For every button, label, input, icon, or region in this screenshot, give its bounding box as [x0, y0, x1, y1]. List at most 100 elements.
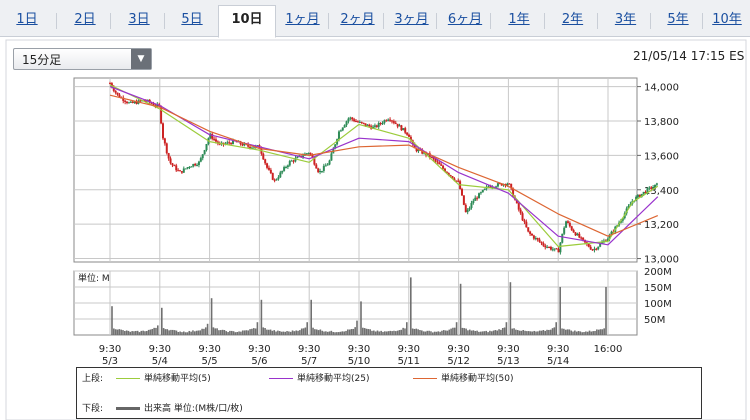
candle-body [506, 183, 509, 186]
candle-body [171, 163, 174, 166]
volume-unit-label: 単位: M [78, 272, 110, 284]
candle-body [389, 119, 392, 121]
candle-body [241, 144, 244, 146]
volume-bar [277, 330, 279, 335]
candle-body [445, 171, 448, 174]
volume-bar [483, 331, 486, 335]
price-panel-frame [73, 77, 638, 263]
candle-body [152, 103, 155, 106]
candle-body [610, 231, 613, 235]
tab-0[interactable]: 1日 [16, 12, 38, 27]
interval-select-value: 15分足 [22, 53, 62, 67]
volume-bar [173, 330, 176, 335]
volume-bar [380, 330, 382, 335]
candle-body [167, 153, 170, 159]
volume-bar [437, 331, 440, 335]
volume-bar [446, 330, 449, 335]
volume-bar [453, 327, 456, 335]
candle-body [249, 146, 252, 149]
candle-body [654, 184, 657, 188]
volume-bar [428, 330, 430, 335]
volume-bar [452, 327, 454, 335]
interval-select[interactable]: 15分足 ▼ [13, 48, 152, 70]
candle-body [165, 143, 168, 154]
volume-bar [125, 330, 128, 335]
tab-6[interactable]: 2ヶ月 [340, 12, 375, 27]
tab-5[interactable]: 1ヶ月 [285, 12, 320, 27]
candle-body [131, 101, 134, 103]
volume-bar [581, 332, 583, 335]
candle-body [307, 152, 310, 154]
legend-volume-label: 出来高 単位:(M株/口/枚) [144, 404, 243, 414]
volume-bar [481, 331, 484, 335]
volume-bar [594, 330, 596, 335]
tab-11[interactable]: 3年 [614, 12, 637, 27]
volume-bar [382, 331, 384, 335]
candle-body [563, 227, 566, 234]
tab-separator [490, 13, 491, 29]
tab-8[interactable]: 6ヶ月 [447, 12, 483, 27]
volume-bar [124, 331, 126, 335]
candle-body [561, 233, 564, 243]
tab-1[interactable]: 2日 [74, 12, 96, 27]
x-tick-time-label: 9:30 [198, 344, 220, 355]
candle-body [650, 187, 653, 189]
candle-body [186, 167, 189, 169]
candle-body [544, 245, 547, 248]
volume-bar [223, 330, 226, 335]
tab-9[interactable]: 1年 [508, 12, 530, 27]
candle-body [273, 179, 276, 181]
tab-7[interactable]: 3ヶ月 [394, 12, 429, 27]
volume-bar [210, 298, 213, 335]
volume-bar [184, 332, 187, 335]
candle-body [470, 202, 473, 208]
volume-bar [411, 328, 414, 335]
volume-bar [422, 331, 425, 335]
volume-bar [149, 329, 152, 335]
candle-body [529, 231, 532, 234]
candle-body [548, 246, 551, 248]
volume-bar [378, 331, 381, 335]
volume-bar [204, 327, 207, 335]
tab-3[interactable]: 5日 [181, 12, 203, 27]
volume-bar [157, 325, 159, 335]
candle-body [182, 168, 185, 173]
tab-4[interactable]: 10日 [218, 5, 276, 38]
volume-bar [133, 331, 135, 335]
candle-body [368, 124, 371, 127]
volume-bar [330, 330, 333, 335]
candle-body [621, 218, 624, 221]
candle-body [114, 90, 117, 93]
volume-bar [171, 329, 174, 335]
volume-bar [236, 331, 239, 335]
volume-bar [433, 331, 436, 335]
candle-body [398, 125, 401, 127]
volume-bar [474, 330, 477, 335]
legend-item-volume: 出来高 単位:(M株/口/枚) [112, 401, 243, 414]
x-tick-date-label: 5/6 [251, 356, 267, 367]
volume-bar [503, 327, 506, 335]
tab-2[interactable]: 3日 [128, 12, 150, 27]
candle-body [578, 233, 581, 238]
volume-bar [404, 328, 406, 335]
candle-body [144, 100, 147, 102]
volume-bar [476, 330, 478, 335]
volume-bar [225, 331, 228, 335]
volume-bar [395, 331, 397, 335]
candle-body [580, 237, 583, 239]
tab-13[interactable]: 10年 [712, 12, 742, 27]
candle-body [326, 164, 329, 166]
candle-body [281, 170, 284, 173]
candle-body [517, 203, 520, 210]
tab-10[interactable]: 2年 [561, 12, 584, 27]
candle-body [190, 166, 193, 168]
chevron-down-icon[interactable]: ▼ [131, 49, 151, 69]
candle-body [574, 232, 577, 236]
candle-body [472, 200, 475, 203]
volume-bar [362, 327, 364, 335]
candle-body [203, 150, 206, 155]
volume-bar [402, 327, 404, 335]
volume-bar [374, 331, 377, 335]
tab-12[interactable]: 5年 [667, 12, 689, 27]
volume-bar [592, 331, 594, 335]
